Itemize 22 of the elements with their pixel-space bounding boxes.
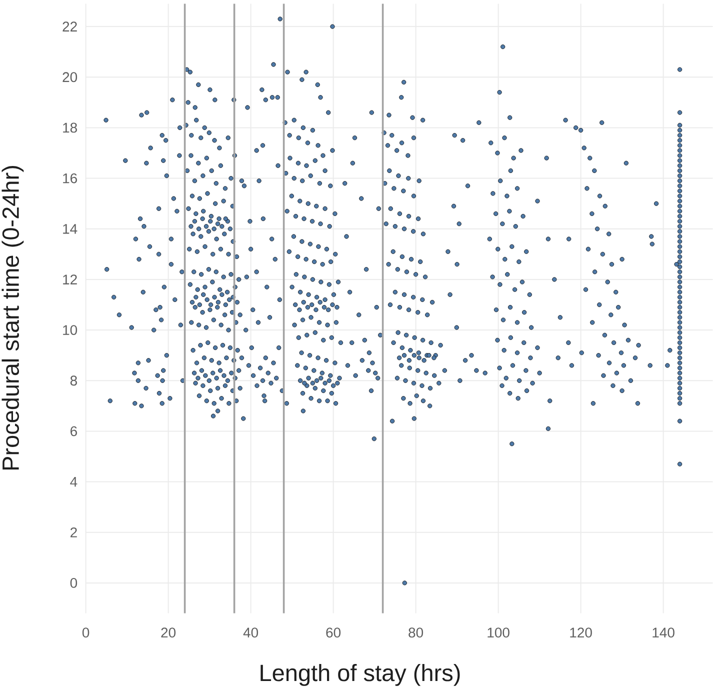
x-tick-label: 140 [652, 628, 674, 638]
x-tick-label: 80 [408, 628, 424, 638]
x-tick-label: 40 [243, 628, 258, 638]
y-tick-label: 22 [62, 22, 77, 32]
y-tick-label: 16 [63, 173, 77, 184]
y-tick-label: 12 [63, 274, 77, 284]
y-tick-label: 8 [70, 376, 77, 386]
x-tick-label: 100 [488, 628, 510, 638]
x-tick-label: 0 [82, 628, 90, 638]
y-tick-label: 10 [63, 325, 78, 336]
y-tick-label: 4 [70, 476, 78, 487]
y-tick-label: 6 [70, 426, 77, 436]
y-tick-label: 20 [62, 72, 78, 82]
y-tick-label: 0 [70, 578, 78, 588]
x-axis-title: Length of stay (hrs) [260, 664, 460, 686]
y-tick-label: 18 [63, 122, 77, 133]
y-axis-title: Procedural start time (0-24hr) [2, 166, 24, 470]
x-tick-label: 120 [570, 628, 592, 638]
y-tick-label: 2 [70, 527, 77, 538]
y-tick-label: 14 [63, 224, 78, 234]
x-tick-label: 20 [161, 628, 176, 638]
x-tick-label: 60 [326, 628, 341, 638]
